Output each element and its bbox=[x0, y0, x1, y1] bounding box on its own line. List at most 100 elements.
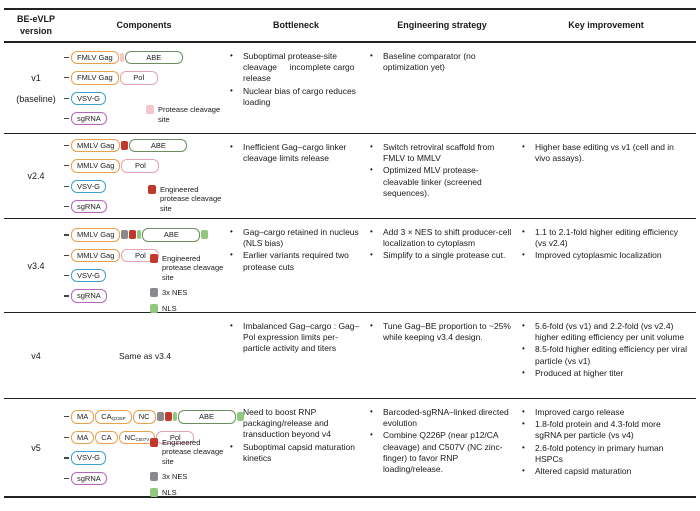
bottleneck-cell: • Need to boost RNP packaging/release and… bbox=[226, 399, 366, 496]
version-label: v1 bbox=[31, 72, 41, 83]
vsvg-box: VSV-G bbox=[71, 91, 106, 105]
bullet-item: • Improved cargo release bbox=[518, 407, 692, 418]
construct-sgrna: sgRNA bbox=[64, 199, 226, 214]
abe-box: ABE bbox=[129, 138, 188, 153]
version-label: v4 bbox=[31, 350, 41, 361]
strategy-text: Combine Q226P (near p12/CA cleavage) and… bbox=[383, 430, 503, 475]
same-as-note: Same as v3.4 bbox=[119, 350, 171, 361]
bullet-item: • Gag–cargo retained in nucleus (NLS bias… bbox=[226, 227, 364, 249]
nc-c507v-box: NCC507V bbox=[118, 430, 156, 445]
pol-box: Pol bbox=[156, 430, 195, 445]
bullet-icon: • bbox=[230, 321, 233, 330]
column-header-version: BE-eVLP version bbox=[16, 14, 55, 36]
strategy-text: Baseline comparator (no optimization yet… bbox=[383, 51, 476, 73]
bullet-icon: • bbox=[230, 227, 233, 236]
mmlv-gag-box: MMLV Gag bbox=[71, 248, 121, 262]
construct-gag-pol: MMLV Gag Pol bbox=[64, 248, 226, 262]
column-header-improvement: Key improvement bbox=[568, 19, 644, 30]
bottleneck-text: Earlier variants required two protease c… bbox=[243, 250, 349, 272]
bullet-icon: • bbox=[370, 407, 373, 416]
bottleneck-text: Imbalanced Gag–cargo : Gag–Pol expressio… bbox=[243, 321, 360, 354]
fmlv-gag-box: FMLV Gag bbox=[71, 71, 119, 85]
ca-box: CA bbox=[95, 430, 118, 445]
legend-label: NLS bbox=[162, 303, 177, 313]
version-cell: v4 bbox=[10, 313, 62, 398]
nls-icon bbox=[201, 230, 209, 240]
strategy-cell: • Tune Gag–BE proportion to ~25% while ke… bbox=[366, 313, 518, 398]
nes-icon bbox=[150, 288, 158, 298]
construct-gag-abe: MA CAQ226P NC ABE bbox=[64, 410, 244, 424]
bullet-item: • 5.6-fold (vs v1) and 2.2-fold (vs v2.4)… bbox=[518, 321, 692, 343]
bullet-item: • Improved cytoplasmic localization bbox=[518, 250, 692, 261]
bullet-item: • Combine Q226P (near p12/CA cleavage) an… bbox=[366, 430, 516, 475]
protease-site-icon bbox=[146, 105, 154, 115]
construct-gag-abe: MMLV Gag ABE bbox=[64, 138, 226, 153]
legend-engineered-site: Engineered protease cleavage site bbox=[150, 254, 226, 282]
bullet-item: • Imbalanced Gag–cargo : Gag–Pol expressi… bbox=[226, 321, 364, 355]
sgrna-box: sgRNA bbox=[71, 289, 107, 303]
engineered-protease-site-icon bbox=[129, 230, 137, 240]
bullet-item: • Switch retroviral scaffold from FMLV to… bbox=[366, 142, 516, 164]
tick-icon bbox=[64, 97, 69, 99]
legend-engineered-site: Engineered protease cleavage site bbox=[150, 438, 226, 466]
bullet-item: • Nuclear bias of cargo reduces loading bbox=[226, 86, 364, 108]
bullet-icon: • bbox=[370, 142, 373, 151]
bullet-icon: • bbox=[370, 321, 373, 330]
tick-icon bbox=[64, 77, 69, 79]
be-evlp-version-table: BE-eVLP version Components Bottleneck En… bbox=[4, 8, 696, 498]
improvement-text: 1.1 to 2.1-fold higher editing efficienc… bbox=[535, 227, 679, 249]
bullet-item: • Altered capsid maturation bbox=[518, 466, 692, 477]
nes-icon bbox=[121, 230, 129, 240]
bullet-icon: • bbox=[522, 344, 525, 354]
tick-icon bbox=[64, 234, 69, 236]
bullet-item: • Add 3 × NES to shift producer-cell loca… bbox=[366, 227, 516, 249]
components-cell: FMLV Gag ABE FMLV Gag Pol VSV-G sgRNA bbox=[62, 43, 226, 133]
bottleneck-cell: • Gag–cargo retained in nucleus (NLS bias… bbox=[226, 219, 366, 312]
legend-label: Engineered protease cleavage site bbox=[162, 438, 224, 466]
tick-icon bbox=[64, 56, 69, 59]
construct-gag-pol: FMLV Gag Pol bbox=[64, 71, 226, 85]
bullet-item: • 8.5-fold higher editing efficiency per … bbox=[518, 344, 692, 366]
bottleneck-cell: • Imbalanced Gag–cargo : Gag–Pol expressi… bbox=[226, 313, 366, 398]
bullet-icon: • bbox=[522, 250, 525, 260]
bullet-icon: • bbox=[230, 51, 233, 60]
tick-icon bbox=[64, 117, 69, 120]
bullet-item: • Baseline comparator (no optimization ye… bbox=[366, 51, 516, 73]
table-row-v3-4: v3.4 MMLV Gag ABE MMLV Gag Pol VSV-G bbox=[4, 219, 696, 313]
version-cell: v3.4 bbox=[10, 219, 62, 312]
improvement-cell: • Improved cargo release • 1.8-fold protei… bbox=[518, 399, 694, 496]
table-row-v1: v1 (baseline) FMLV Gag ABE FMLV Gag Pol … bbox=[4, 43, 696, 134]
components-cell: MMLV Gag ABE MMLV Gag Pol VSV-G sgRNA bbox=[62, 219, 226, 313]
vsvg-box: VSV-G bbox=[71, 269, 106, 283]
strategy-text: Optimized MLV protease-cleavable linker … bbox=[383, 165, 482, 198]
engineered-protease-site-icon bbox=[150, 438, 158, 447]
legend-nls: NLS bbox=[150, 487, 226, 497]
tick-icon bbox=[64, 416, 69, 418]
construct-sgrna: sgRNA bbox=[64, 471, 226, 485]
bullet-item: • Suboptimal protease-site cleavage incom… bbox=[226, 51, 364, 85]
legend-label: NLS bbox=[162, 487, 177, 497]
improvement-cell: • 5.6-fold (vs v1) and 2.2-fold (vs v2.4)… bbox=[518, 313, 694, 398]
strategy-text: Simplify to a single protease cut. bbox=[383, 250, 506, 261]
bullet-icon: • bbox=[522, 407, 525, 416]
bottleneck-cell: • Suboptimal protease-site cleavage incom… bbox=[226, 43, 366, 133]
legend-label: Engineered protease cleavage site bbox=[162, 254, 224, 282]
mmlv-gag-box: MMLV Gag bbox=[71, 138, 121, 153]
fmlv-gag-box: FMLV Gag bbox=[71, 50, 119, 65]
components-legend: Protease cleavage site bbox=[146, 105, 226, 124]
bullet-icon: • bbox=[522, 442, 525, 452]
table-row-v4: v4 Same as v3.4 • Imbalanced Gag–cargo : … bbox=[4, 313, 696, 399]
strategy-text: Tune Gag–BE proportion to ~25% while kee… bbox=[383, 321, 511, 343]
bottleneck-text: Suboptimal protease-site cleavage incomp… bbox=[243, 51, 355, 84]
engineered-protease-site-icon bbox=[121, 140, 129, 150]
construct-gag-abe: MMLV Gag ABE bbox=[64, 228, 226, 242]
engineered-protease-site-icon bbox=[148, 184, 156, 194]
legend-protease-site: Protease cleavage site bbox=[146, 105, 226, 124]
improvement-text: Higher base editing vs v1 (cell and in v… bbox=[535, 142, 674, 164]
abe-box: ABE bbox=[142, 228, 201, 242]
tick-icon bbox=[64, 477, 69, 479]
table-header-row: BE-eVLP version Components Bottleneck En… bbox=[4, 10, 696, 43]
ca-label: CA bbox=[101, 412, 112, 421]
tick-icon bbox=[64, 185, 69, 187]
protease-site-icon bbox=[119, 52, 124, 62]
